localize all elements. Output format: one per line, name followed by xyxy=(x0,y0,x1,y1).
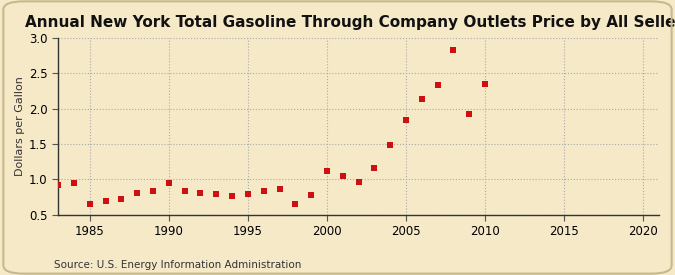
Point xyxy=(338,174,348,179)
Point xyxy=(321,169,332,173)
Point xyxy=(369,166,380,170)
Text: Source: U.S. Energy Information Administration: Source: U.S. Energy Information Administ… xyxy=(54,260,301,270)
Point xyxy=(84,202,95,206)
Point xyxy=(306,192,317,197)
Point xyxy=(69,181,80,185)
Point xyxy=(163,181,174,185)
Point xyxy=(400,118,411,122)
Point xyxy=(211,192,221,196)
Title: Annual New York Total Gasoline Through Company Outlets Price by All Sellers: Annual New York Total Gasoline Through C… xyxy=(25,15,675,30)
Point xyxy=(448,48,459,52)
Point xyxy=(227,194,238,199)
Point xyxy=(464,112,475,117)
Point xyxy=(274,187,285,191)
Point xyxy=(385,143,396,148)
Y-axis label: Dollars per Gallon: Dollars per Gallon xyxy=(15,76,25,176)
Point xyxy=(100,199,111,204)
Point xyxy=(290,202,301,206)
Point xyxy=(432,83,443,88)
Point xyxy=(480,82,491,86)
Point xyxy=(180,189,190,194)
Point xyxy=(259,189,269,194)
Point xyxy=(53,183,63,187)
Point xyxy=(242,192,253,196)
Point xyxy=(148,189,159,194)
Point xyxy=(116,197,127,201)
Point xyxy=(416,97,427,101)
Point xyxy=(195,191,206,196)
Point xyxy=(353,180,364,184)
Point xyxy=(132,191,142,196)
